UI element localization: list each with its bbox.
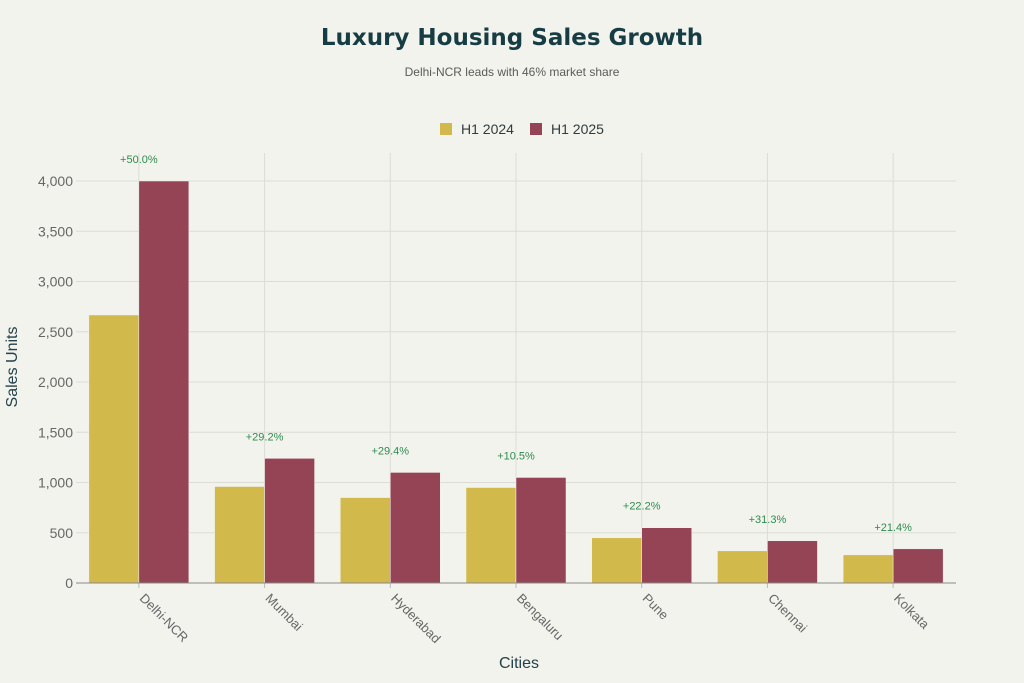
y-tick-label: 2,500 <box>38 324 73 340</box>
growth-label: +50.0% <box>120 154 158 166</box>
bar-h1-2025 <box>892 548 944 584</box>
bar-h1-2025 <box>390 472 441 584</box>
growth-label: +31.3% <box>749 514 787 526</box>
y-tick-label: 3,500 <box>38 223 73 239</box>
y-axis-ticks: 0 500 1,000 1,500 2,000 2,500 3,000 3,500 4,000 <box>38 173 73 591</box>
bars <box>88 180 944 584</box>
y-tick-label: 500 <box>50 525 74 541</box>
bar-h1-2025 <box>515 477 567 584</box>
y-axis-title: Sales Units <box>4 327 21 408</box>
growth-label: +21.4% <box>874 522 912 534</box>
growth-label: +22.2% <box>623 501 661 513</box>
x-tick-label: Bengaluru <box>514 591 567 644</box>
y-tick-label: 1,500 <box>38 424 73 440</box>
x-tick-label: Hyderabad <box>388 591 444 647</box>
bar-h1-2024 <box>88 314 140 584</box>
y-tick-label: 3,000 <box>38 274 73 290</box>
bar-h1-2024 <box>591 537 642 584</box>
chart-title: Luxury Housing Sales Growth <box>321 25 703 51</box>
legend-swatch <box>530 123 542 135</box>
bar-h1-2024 <box>717 550 768 584</box>
x-axis-ticks: Delhi-NCR Mumbai Hyderabad Bengaluru Pune Che… <box>137 583 933 646</box>
y-tick-label: 1,000 <box>38 475 73 491</box>
growth-label: +29.2% <box>246 431 284 443</box>
growth-label: +29.4% <box>371 445 409 457</box>
growth-annotations: +50.0% +29.2% +29.4% +10.5% +22.2% +31.3% +21.… <box>120 154 912 534</box>
bar-h1-2025 <box>767 540 818 584</box>
x-tick-label: Mumbai <box>262 591 305 634</box>
y-tick-label: 2,000 <box>38 374 73 390</box>
x-tick-label: Kolkata <box>891 591 933 633</box>
x-tick-label: Delhi-NCR <box>137 591 192 646</box>
legend-label: H1 2025 <box>551 121 604 137</box>
bar-h1-2024 <box>214 486 265 584</box>
y-tick-label: 0 <box>65 575 73 591</box>
x-axis-title: Cities <box>499 655 539 672</box>
bar-h1-2024 <box>340 497 391 584</box>
legend-label: H1 2024 <box>461 121 514 137</box>
bar-h1-2024 <box>465 487 517 584</box>
legend: H1 2024 H1 2025 <box>440 121 604 137</box>
y-tick-label: 4,000 <box>38 173 73 189</box>
bar-h1-2025 <box>641 527 692 584</box>
growth-label: +10.5% <box>497 450 535 462</box>
legend-swatch <box>440 123 452 135</box>
gridlines <box>76 153 956 583</box>
x-tick-label: Chennai <box>765 591 810 636</box>
bar-h1-2024 <box>842 554 894 584</box>
bar-h1-2025 <box>264 458 315 584</box>
x-tick-label: Pune <box>640 591 672 623</box>
chart-subtitle: Delhi-NCR leads with 46% market share <box>405 65 620 79</box>
bar-h1-2025 <box>138 180 190 584</box>
